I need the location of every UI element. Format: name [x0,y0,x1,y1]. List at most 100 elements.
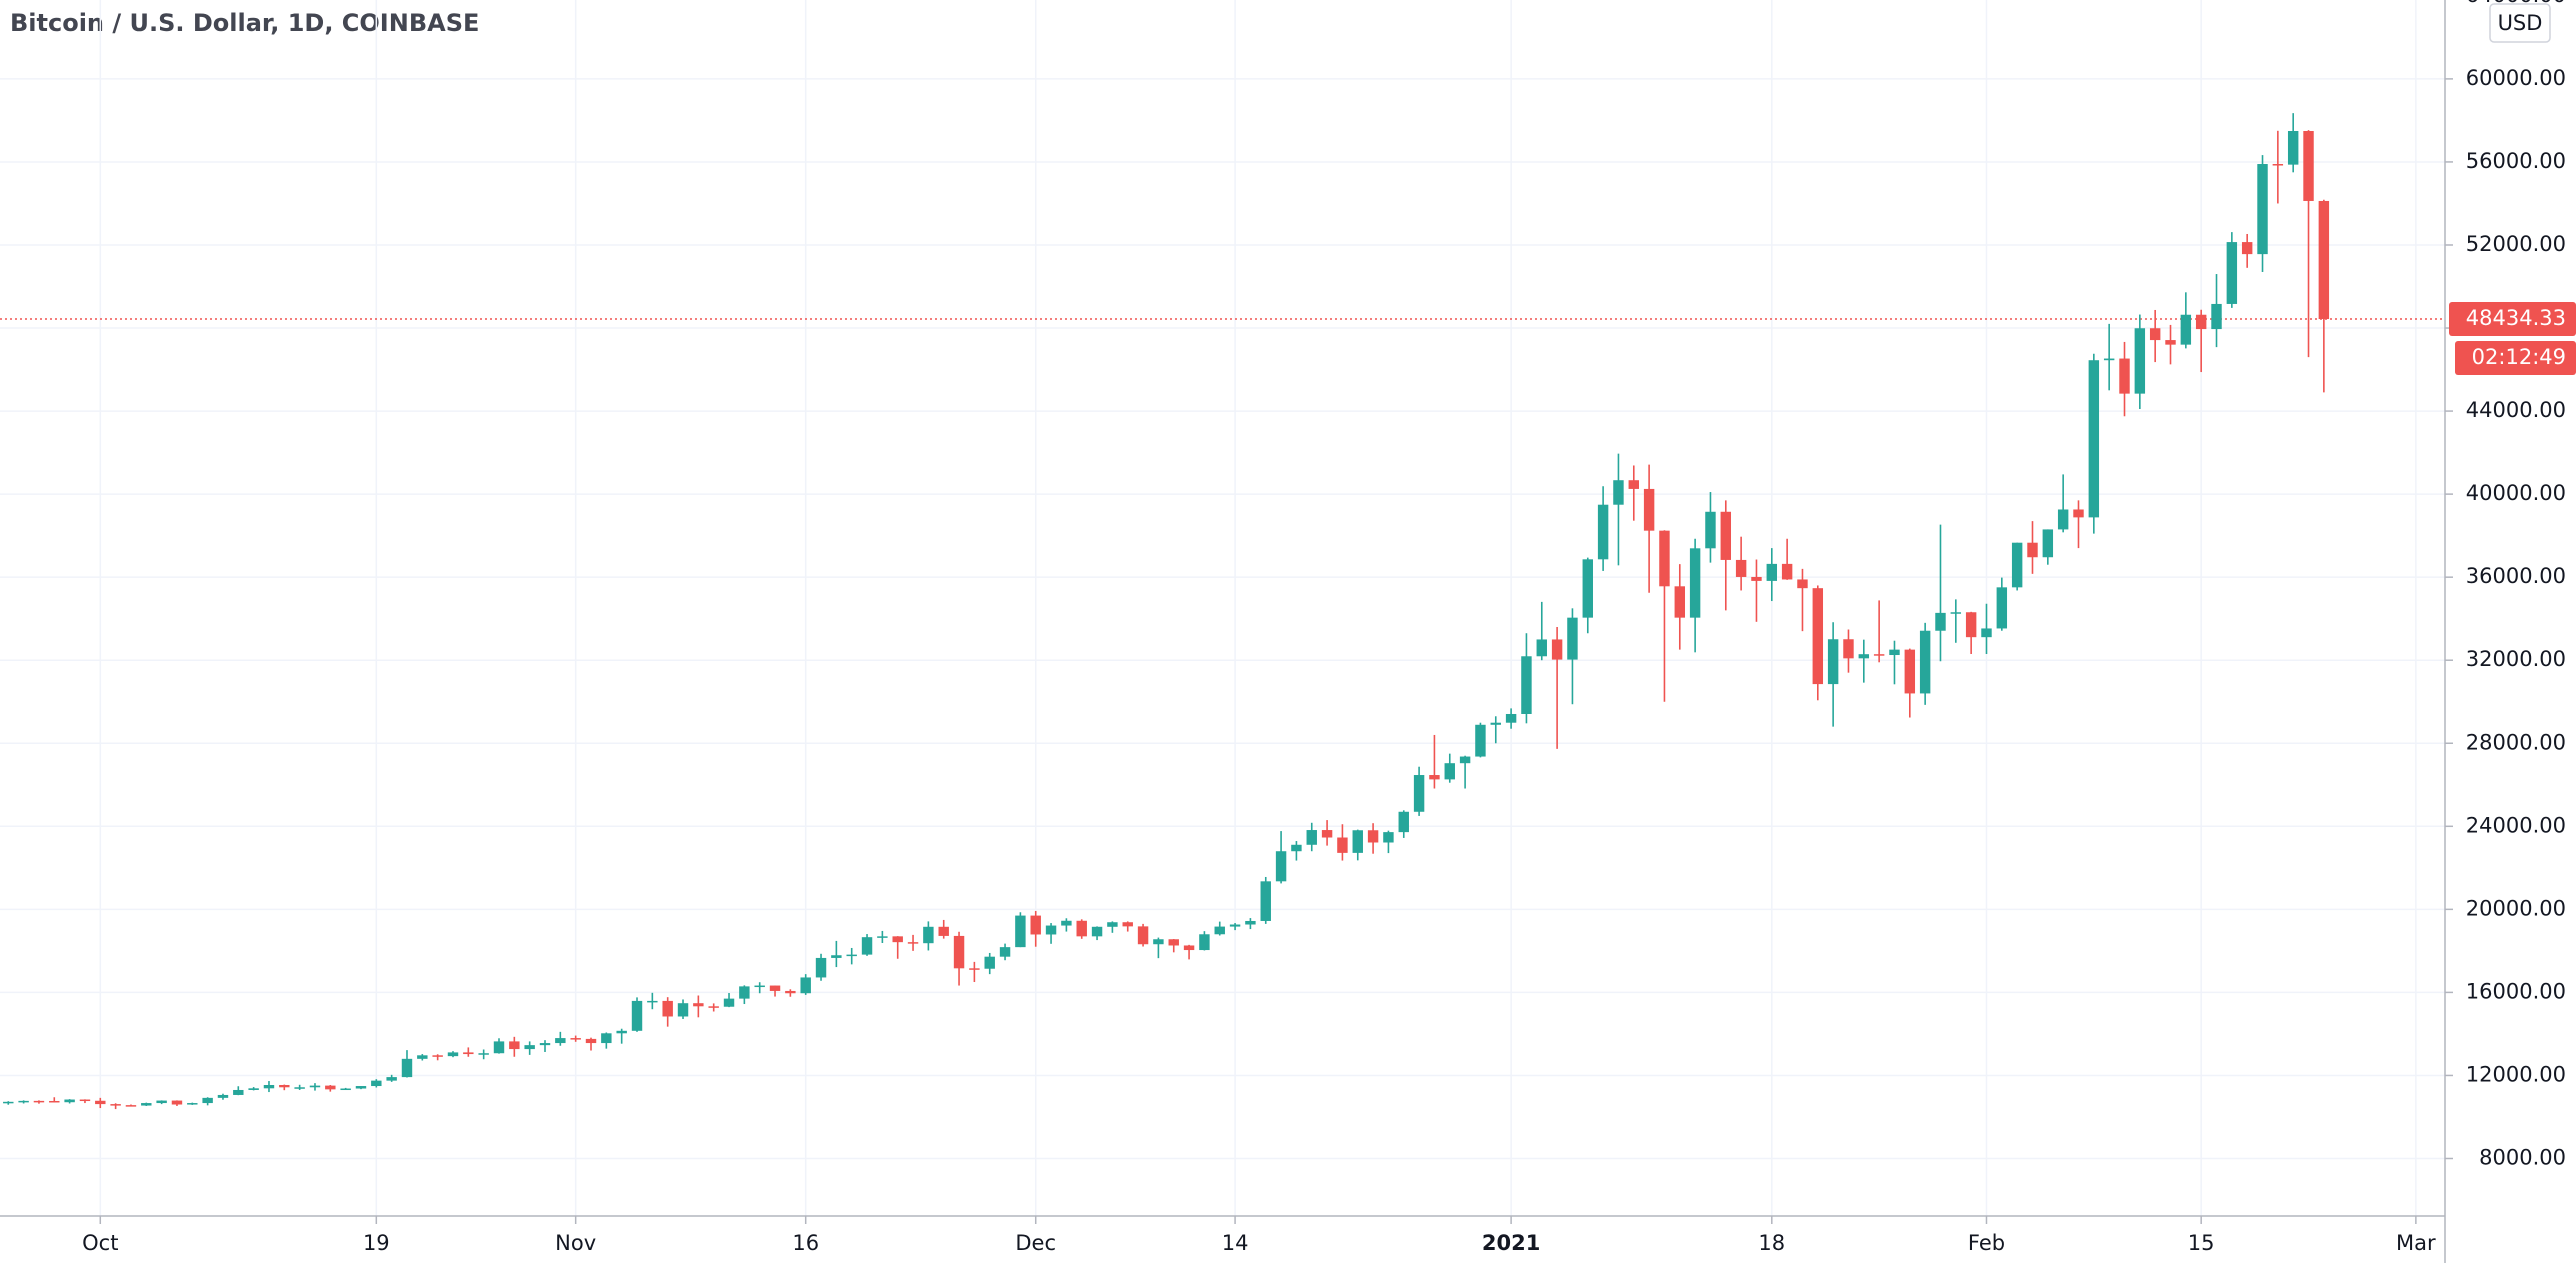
candle-body [417,1055,428,1059]
candle-body [1383,832,1394,843]
candle-body [892,936,903,943]
candle-body [1429,775,1440,780]
candle-body [2226,242,2238,304]
candle-body [493,1041,505,1054]
candle-body [2027,542,2038,558]
candle-body [631,1000,643,1031]
candle-body [2257,164,2268,255]
candle-body [769,985,781,991]
candle-body [923,926,934,944]
candle-body [233,1089,244,1095]
last-price-label: 48434.33 [2466,306,2566,330]
x-tick-label: Feb [1968,1231,2005,1255]
candle-body [49,1100,60,1103]
candle-body [187,1103,198,1105]
candle-body [739,986,750,999]
candle-body [693,1003,704,1007]
x-tick-label: Nov [555,1231,596,1255]
candle-body [1444,763,1455,780]
candle-body [1505,713,1517,723]
y-tick-label: 16000.00 [2466,979,2566,1003]
candle-body [95,1100,106,1105]
x-tick-label: 2021 [1482,1231,1540,1255]
y-tick-label: 40000.00 [2466,481,2566,505]
y-tick-label: 36000.00 [2466,564,2566,588]
candle-body [432,1055,443,1057]
candle-body [110,1104,121,1106]
candle-body [1950,612,1962,614]
candle-body [340,1088,351,1091]
candle-body [570,1038,581,1040]
candle-body [555,1038,566,1044]
candle-body [1551,639,1563,660]
candle-body [938,926,949,936]
candle-body [1873,654,1885,656]
candle-body [861,937,873,955]
candle-body [2180,314,2192,345]
candle-body [1613,480,1624,505]
candle-body [2211,303,2222,330]
candle-body [1689,548,1701,618]
candle-body [785,990,796,994]
candle-body [999,947,1011,957]
candle-body [1352,830,1363,853]
candle-body [1260,881,1271,921]
candle-body [1199,934,1210,951]
candle-body [1337,837,1348,853]
candle-body [18,1100,29,1103]
candle-body [815,957,827,978]
candle-body [2011,542,2023,588]
candle-body [2042,529,2054,558]
candle-body [984,956,995,969]
candle-body [1766,563,1778,581]
candle-body [1275,851,1287,882]
candle-body [1015,915,1026,948]
y-tick-label: 56000.00 [2466,149,2566,173]
candle-body [1030,915,1041,935]
y-tick-label: 24000.00 [2466,813,2566,837]
candle-body [447,1052,459,1057]
candle-body [1229,924,1241,927]
candle-body [846,954,857,957]
candle-body [2318,200,2330,320]
candle-body [1996,587,2008,629]
candle-body [1720,511,1732,560]
candle-body [647,1000,658,1003]
candle-body [1183,945,1195,951]
x-tick-label: Dec [1015,1231,1056,1255]
x-tick-label: Oct [82,1231,118,1255]
candle-body [1490,722,1501,725]
x-tick-label: 15 [2188,1231,2215,1255]
candle-body [2149,328,2161,341]
candle-body [309,1085,321,1088]
candle-body [1597,504,1609,560]
candle-body [1889,649,1900,656]
candle-body [1735,559,1747,577]
candle-body [601,1033,612,1044]
y-tick-label: 44000.00 [2466,398,2566,422]
candle-body [1935,612,1946,631]
candle-body [1306,830,1317,845]
candle-body [1705,511,1716,549]
candle-body [754,985,765,988]
candle-body [1061,920,1072,926]
candle-body [2287,131,2299,165]
candle-body [2103,358,2115,361]
candle-body [2272,164,2284,166]
currency-button[interactable] [2489,3,2551,43]
candle-body [662,1000,673,1017]
candle-body [539,1043,551,1046]
candle-body [1321,830,1333,838]
candle-body [2241,242,2253,255]
candle-body [1981,628,1992,638]
candle-body [2134,328,2146,394]
x-tick-label: 16 [792,1231,819,1255]
candle-body [831,955,842,958]
candle-body [79,1099,91,1102]
candle-body [509,1041,520,1050]
candle-body [677,1003,689,1017]
candle-body [1291,844,1302,852]
y-tick-label: 8000.00 [2479,1145,2566,1169]
candle-body [1521,656,1532,714]
candle-body [2195,314,2207,330]
